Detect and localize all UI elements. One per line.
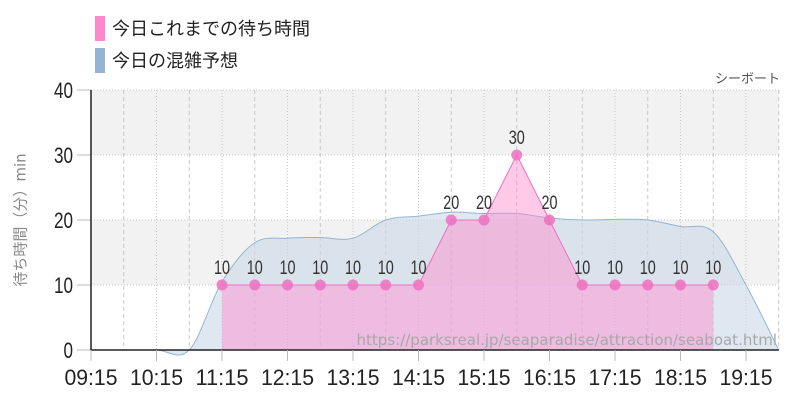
grid-band: [91, 155, 779, 220]
legend-label-forecast: 今日の混雑予想: [112, 51, 238, 72]
data-point-label: 10: [640, 258, 656, 279]
grid-band: [91, 90, 779, 155]
x-tick-label: 11:15: [196, 365, 249, 390]
data-point-label: 10: [705, 258, 721, 279]
data-point-marker: [249, 279, 261, 291]
data-point-label: 10: [247, 258, 263, 279]
attraction-name: シーボート: [714, 72, 780, 87]
data-point-marker: [347, 279, 359, 291]
y-tick-label: 0: [64, 338, 74, 363]
actual-area: [222, 155, 714, 350]
data-point-marker: [544, 214, 555, 226]
x-tick-label: 13:15: [327, 365, 380, 390]
data-point-marker: [282, 279, 293, 291]
legend-item-forecast: 今日の混雑予想: [95, 45, 310, 75]
y-tick-label: 10: [54, 273, 73, 298]
data-point-marker: [576, 279, 588, 291]
data-point-marker: [609, 279, 621, 291]
y-tick-label: 20: [54, 208, 73, 233]
x-tick-label: 18:15: [654, 365, 707, 390]
x-tick-label: 15:15: [458, 365, 511, 390]
data-point-label: 10: [280, 258, 296, 279]
data-point-label: 20: [542, 193, 558, 214]
data-point-marker: [511, 149, 523, 161]
data-point-marker: [314, 279, 326, 291]
actual-line: [222, 153, 714, 286]
data-point-label: 10: [378, 258, 394, 279]
data-point-label: 10: [312, 258, 328, 279]
data-point-marker: [445, 214, 457, 226]
data-point-marker: [707, 279, 719, 291]
x-tick-label: 19:15: [720, 365, 773, 390]
x-tick-label: 16:15: [523, 365, 576, 390]
x-tick-label: 09:15: [65, 365, 118, 390]
data-point-label: 10: [411, 258, 427, 279]
data-point-marker: [478, 214, 490, 226]
x-tick-label: 10:15: [130, 365, 183, 390]
data-point-label: 20: [476, 193, 492, 214]
y-tick-label: 40: [54, 78, 73, 103]
data-point-marker: [216, 279, 228, 291]
data-point-label: 10: [673, 258, 689, 279]
x-tick-label: 14:15: [392, 365, 445, 390]
forecast-line: [91, 211, 780, 356]
legend-item-actual: 今日これまでの待ち時間: [95, 13, 310, 43]
legend-swatch-forecast: [95, 47, 105, 73]
x-tick-label: 17:15: [589, 365, 642, 390]
data-point-marker: [675, 279, 686, 291]
forecast-area: [91, 212, 779, 356]
y-tick-label: 30: [54, 143, 73, 168]
data-point-marker: [380, 279, 392, 291]
source-url-watermark: https://parksreal.jp/seaparadise/attract…: [357, 331, 777, 349]
data-point-label: 10: [214, 258, 230, 279]
data-point-label: 20: [443, 193, 459, 214]
legend-label-actual: 今日これまでの待ち時間: [112, 19, 310, 40]
data-point-marker: [642, 279, 654, 291]
data-point-label: 10: [345, 258, 361, 279]
data-point-marker: [413, 279, 424, 291]
x-tick-label: 12:15: [261, 365, 314, 390]
data-point-label: 30: [509, 128, 525, 149]
legend-swatch-actual: [95, 15, 105, 41]
data-point-label: 10: [574, 258, 590, 279]
chart-legend: 今日これまでの待ち時間 今日の混雑予想: [95, 13, 310, 77]
data-point-label: 10: [607, 258, 623, 279]
